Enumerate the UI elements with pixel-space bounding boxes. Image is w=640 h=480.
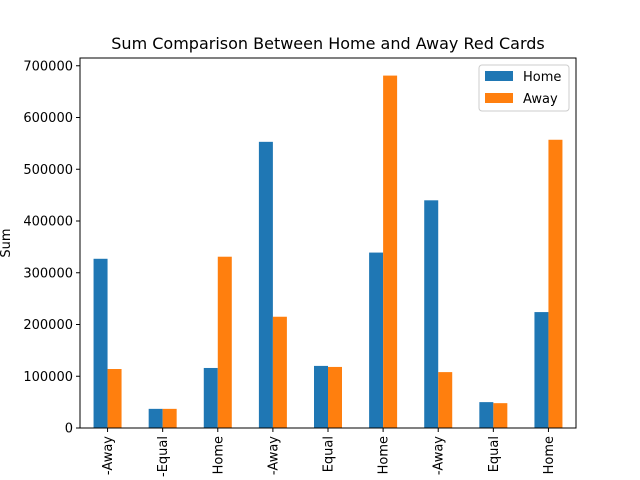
bar-home [314,365,328,428]
chart-title: Sum Comparison Between Home and Away Red… [111,34,544,53]
x-tick-label: -Away [266,436,281,475]
legend-label-home: Home [523,70,561,85]
y-tick-label: 400000 [23,215,73,230]
x-tick-label: Home [542,436,557,474]
y-tick-label: 500000 [23,163,73,178]
bar-away [548,139,563,428]
bar-home [424,200,439,428]
bar-home [203,367,218,428]
plot-frame [79,57,577,429]
plot-area: 0 100000 200000 300000 400000 500000 600000 700… [23,59,563,477]
bar-home [258,141,273,429]
x-tick-label: Equal [322,436,337,472]
y-tick-label: 600000 [23,111,73,126]
x-tick-label: -Equal [156,436,171,477]
legend-swatch-home [485,71,513,81]
x-tick-label: -Away [101,436,116,475]
y-tick-label: 300000 [23,266,73,281]
bar-away [438,372,453,428]
legend: Home Away [478,64,570,112]
bar-away [383,75,398,428]
bar-home [479,402,494,428]
bar-away [217,256,232,428]
bar-home [93,258,108,428]
legend-label-away: Away [523,92,558,107]
y-tick-label: 200000 [23,318,73,333]
legend-swatch-away [485,93,513,103]
y-tick-label: 100000 [23,370,73,385]
bar-away [272,316,287,428]
bar-away [107,369,122,428]
bar-home [534,312,549,428]
bar-away [493,403,508,428]
y-axis-label: Sum [0,228,14,257]
x-tick-label: Home [211,436,226,474]
bar-home [148,408,163,428]
x-tick-label: Home [377,436,392,474]
bar-away [328,366,342,428]
bar-away [162,408,177,428]
y-tick-label: 700000 [23,59,73,74]
x-tick-label: -Away [432,436,447,475]
bar-home [369,252,384,428]
y-tick-label: 0 [65,422,73,437]
x-tick-label: Equal [487,436,502,472]
